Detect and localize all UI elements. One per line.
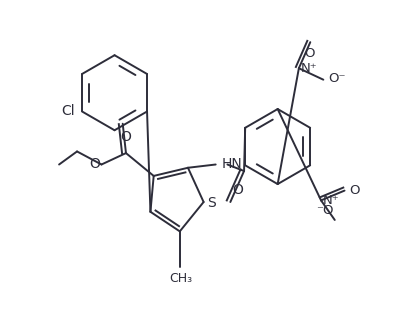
- Text: ⁻O: ⁻O: [316, 204, 333, 217]
- Text: Cl: Cl: [61, 105, 75, 118]
- Text: S: S: [207, 196, 216, 210]
- Text: O: O: [89, 157, 99, 170]
- Text: CH₃: CH₃: [168, 271, 192, 285]
- Text: O: O: [348, 184, 358, 197]
- Text: N⁺: N⁺: [300, 62, 316, 75]
- Text: O: O: [119, 130, 130, 143]
- Text: O: O: [231, 183, 242, 197]
- Text: O: O: [304, 47, 314, 60]
- Text: O⁻: O⁻: [327, 72, 345, 85]
- Text: N⁺: N⁺: [322, 194, 338, 207]
- Text: HN: HN: [221, 157, 242, 170]
